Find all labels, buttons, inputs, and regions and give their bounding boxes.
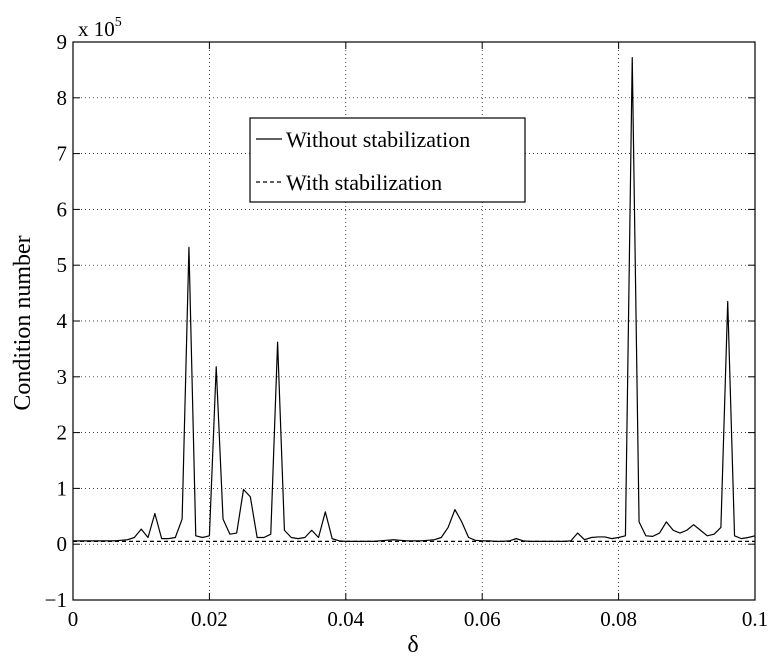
grid-lines bbox=[73, 42, 755, 600]
y-tick-label: 6 bbox=[57, 197, 68, 221]
legend-box bbox=[249, 117, 526, 203]
x-tick-label: 0.1 bbox=[742, 607, 768, 631]
x-tick-label: 0.02 bbox=[191, 607, 228, 631]
y-tick-label: 1 bbox=[57, 476, 68, 500]
x-tick-label: 0.08 bbox=[600, 607, 637, 631]
y-tick-label: 2 bbox=[57, 421, 68, 445]
y-tick-label: 9 bbox=[57, 30, 68, 54]
y-tick-label: 3 bbox=[57, 365, 68, 389]
y-axis-multiplier: x 105 bbox=[78, 15, 122, 41]
y-axis-label: Condition number bbox=[10, 235, 36, 410]
x-tick-label: 0.06 bbox=[464, 607, 501, 631]
legend: Without stabilization With stabilization bbox=[249, 117, 526, 203]
y-tick-label: 4 bbox=[57, 309, 68, 333]
x-axis-label: δ bbox=[407, 632, 418, 658]
axes bbox=[72, 41, 756, 601]
legend-label-without-stabilization: Without stabilization bbox=[286, 127, 470, 152]
y-tick-label: 0 bbox=[57, 532, 68, 556]
legend-label-with-stabilization: With stabilization bbox=[286, 170, 442, 195]
y-tick-label: 5 bbox=[57, 253, 68, 277]
series-line-without-stabilization bbox=[73, 57, 756, 543]
x-tick-label: 0.04 bbox=[327, 607, 364, 631]
y-tick-label: 8 bbox=[57, 86, 68, 110]
series-lines bbox=[73, 57, 756, 543]
y-tick-label: 7 bbox=[57, 142, 68, 166]
x-tick-label: 0 bbox=[68, 607, 79, 631]
y-tick-label: −1 bbox=[45, 588, 67, 612]
